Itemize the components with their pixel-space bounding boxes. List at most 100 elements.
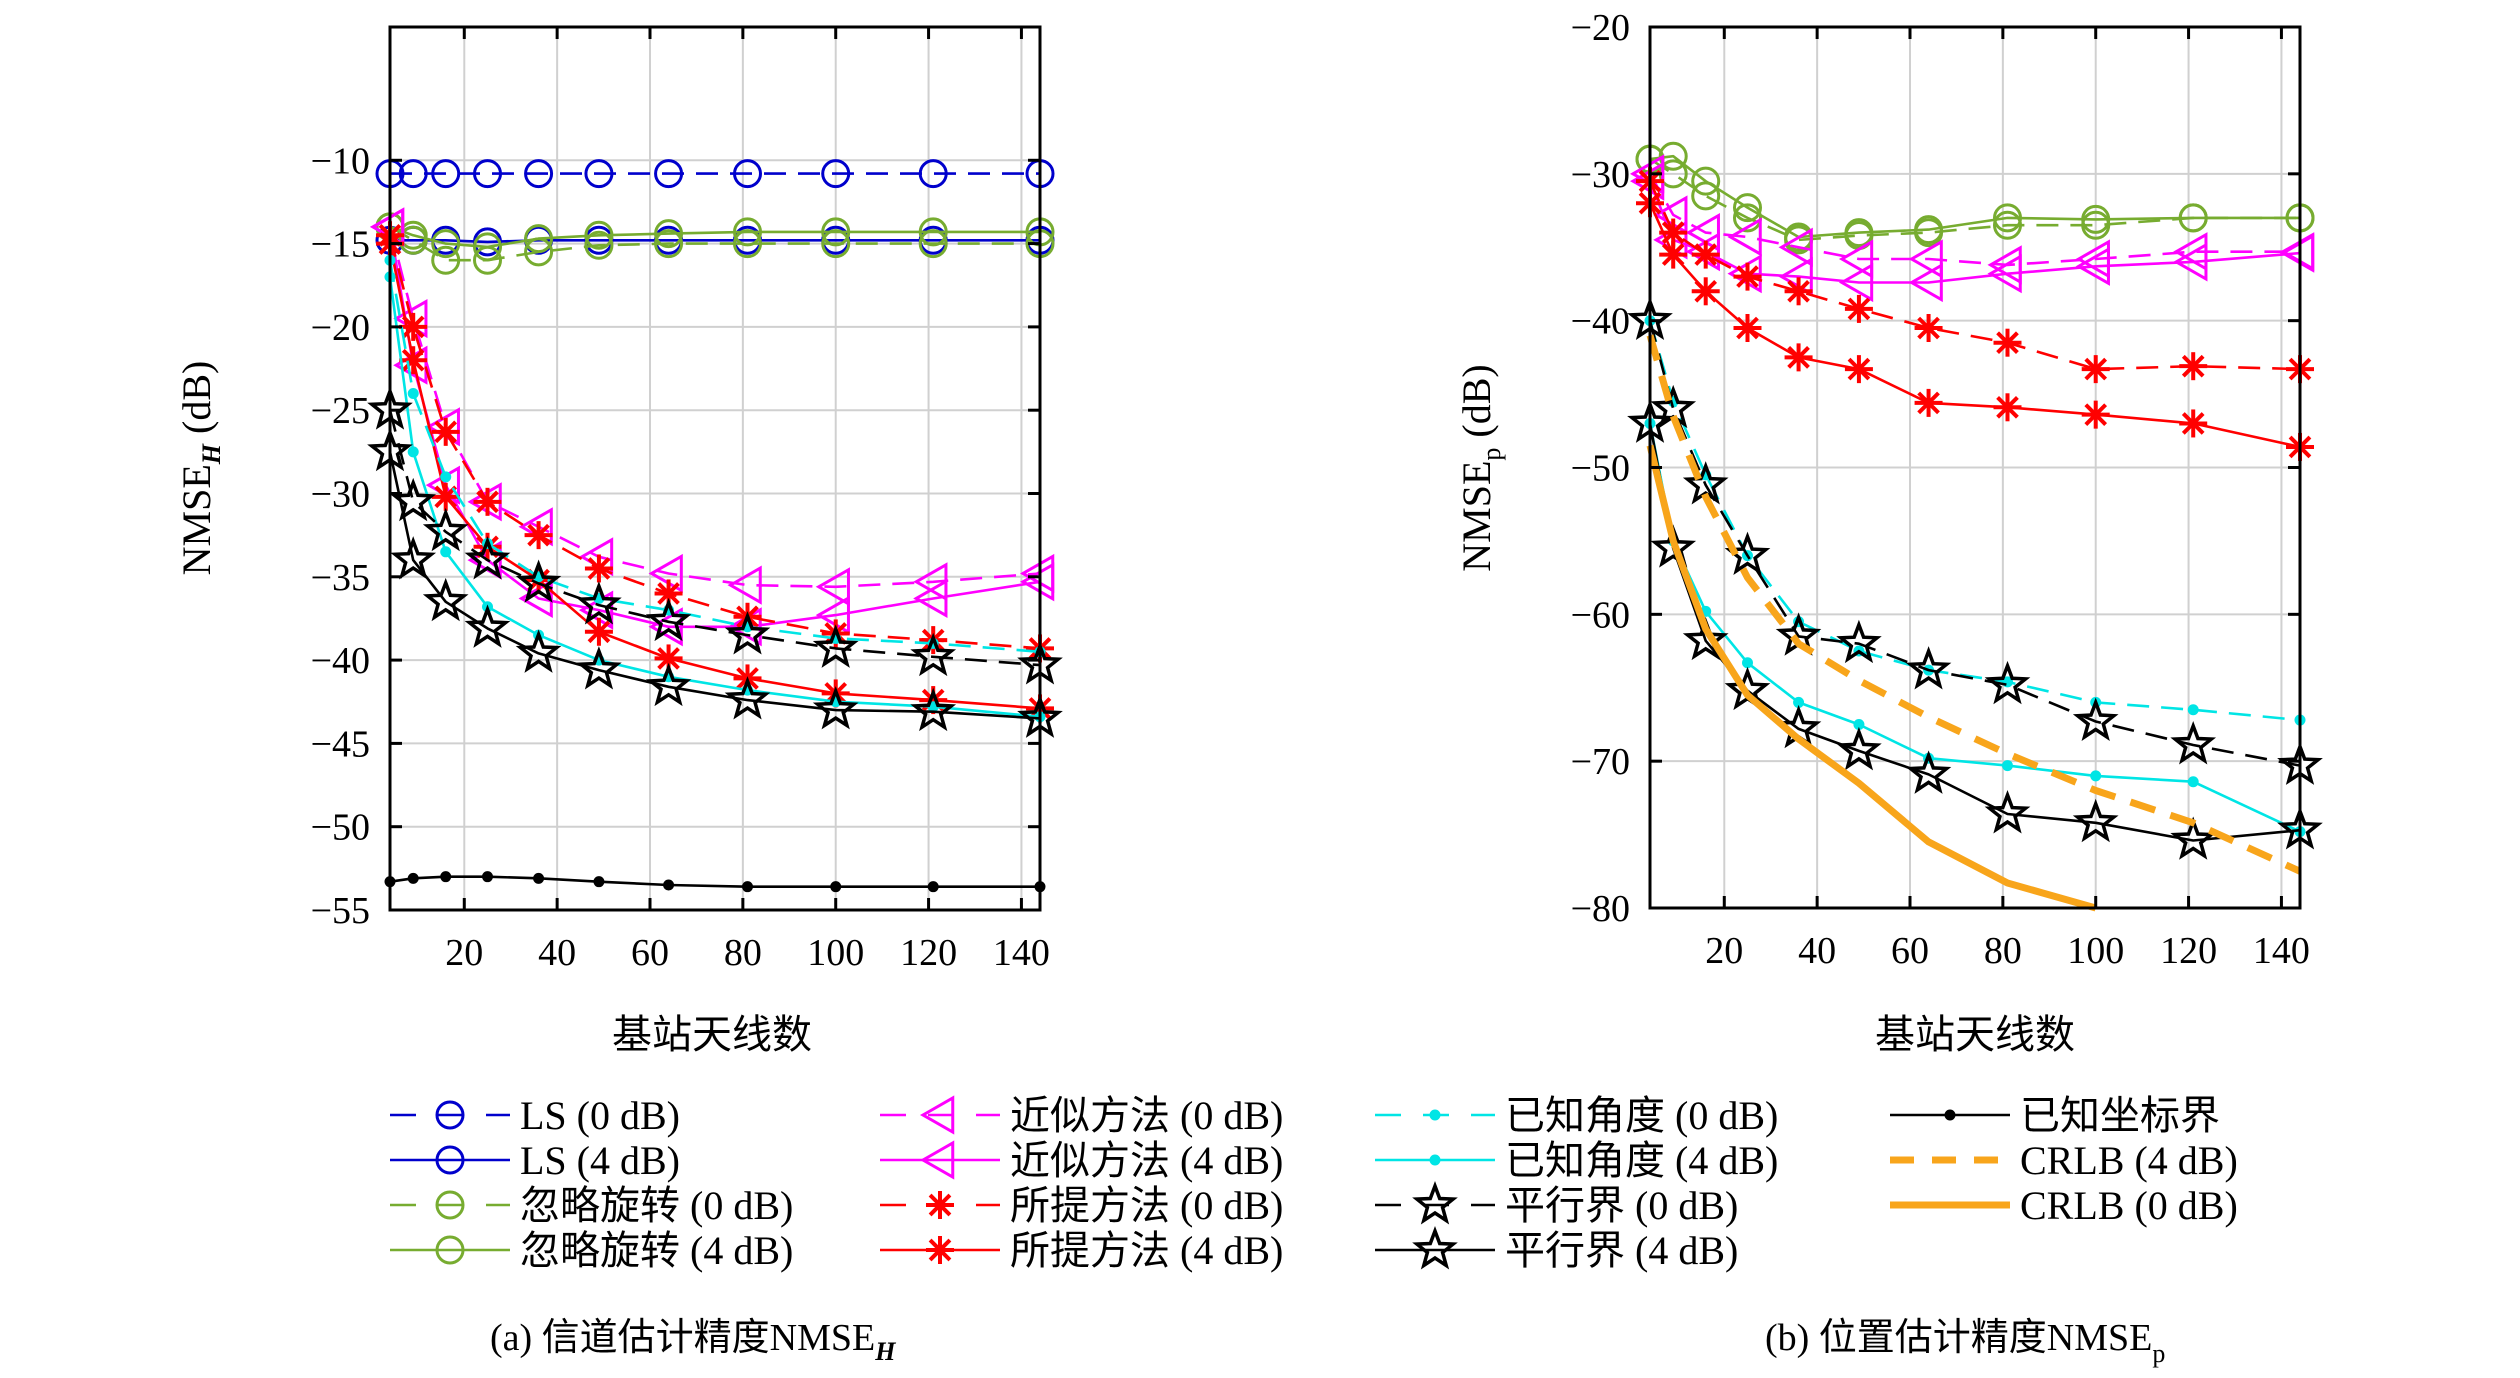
data-point <box>654 159 684 189</box>
panel-b-ylabel-main: NMSEp(dB) <box>1454 364 1506 571</box>
legend-label: LS (4 dB) <box>520 1138 680 1183</box>
data-point <box>724 611 771 655</box>
data-point <box>482 871 493 883</box>
panel-a-caption: (a) 信道估计精度NMSEH <box>490 1317 896 1366</box>
data-point <box>1685 232 1720 272</box>
data-point <box>2075 246 2110 286</box>
legend-marker <box>1412 1226 1458 1270</box>
legend-item: LS (4 dB) <box>390 1138 680 1183</box>
data-point <box>1778 257 1813 297</box>
legend-item: 近似方法 (4 dB) <box>880 1138 1283 1183</box>
panel-a-y-axis-label: NMSEH(dB) <box>174 361 226 576</box>
x-tick-label: 80 <box>1984 930 2022 972</box>
x-tick-label: 100 <box>807 932 864 974</box>
legend-item: CRLB (4 dB) <box>1890 1138 2238 1183</box>
data-point <box>2187 704 2199 716</box>
data-point <box>584 554 613 583</box>
data-point <box>1778 227 1813 267</box>
legend-marker <box>919 1140 955 1180</box>
data-point <box>1682 461 1729 505</box>
data-point <box>918 229 948 259</box>
y-tick-label: −45 <box>311 723 370 765</box>
legend-label: 近似方法 (4 dB) <box>1010 1138 1283 1183</box>
data-point <box>645 597 692 642</box>
data-point <box>1019 562 1055 602</box>
data-point <box>1984 789 2031 834</box>
series-近似方法--0-dB- <box>369 207 1055 607</box>
data-point <box>742 881 753 893</box>
legend-label: 近似方法 (0 dB) <box>1010 1093 1283 1138</box>
data-point <box>524 224 554 254</box>
x-tick-label: 120 <box>2160 930 2217 972</box>
data-point <box>1993 203 2022 233</box>
panel-a-channel-nmse: 20 40 60 80 100 120 140 −10 −15 −20 −25 −30 −35 −40 −4… <box>174 25 1063 1366</box>
legend-item: 所提方法 (4 dB) <box>880 1228 1283 1273</box>
series-近似方法--4-dB- <box>369 207 1055 647</box>
legend-label: 平行界 (0 dB) <box>1505 1183 1738 1228</box>
data-point <box>918 217 948 247</box>
y-tick-label: −50 <box>311 807 370 849</box>
data-point <box>2187 776 2199 788</box>
data-point <box>812 624 859 668</box>
data-point <box>2072 798 2119 843</box>
data-point <box>431 417 460 446</box>
data-point <box>407 446 419 458</box>
data-point <box>663 879 675 891</box>
data-point <box>584 230 614 260</box>
data-point <box>2178 203 2208 233</box>
series-line <box>388 451 1041 720</box>
series-CRLB--0-dB- <box>1646 444 2097 912</box>
data-point <box>2170 721 2217 765</box>
x-tick-label: 40 <box>538 932 576 974</box>
data-point <box>2081 400 2110 429</box>
legend-label: 忽略旋转 (0 dB) <box>520 1183 793 1228</box>
data-point <box>593 876 605 888</box>
legend-marker <box>435 1190 465 1220</box>
data-point <box>2081 204 2111 234</box>
data-point <box>2072 697 2119 741</box>
data-point <box>431 229 461 259</box>
data-point <box>1691 166 1721 196</box>
data-point <box>1733 262 1762 291</box>
data-point <box>431 482 460 511</box>
legend-label: LS (0 dB) <box>520 1093 680 1138</box>
data-point <box>1733 314 1762 343</box>
data-point <box>913 578 948 619</box>
data-point <box>1691 240 1720 269</box>
series-所提方法--4-dB- <box>376 229 1054 723</box>
data-point <box>1727 254 1762 294</box>
x-tick-label: 40 <box>1798 930 1836 972</box>
legend-marker <box>926 1191 954 1219</box>
data-point <box>1682 616 1729 661</box>
data-point <box>927 881 939 893</box>
legend: LS (0 dB)LS (4 dB)忽略旋转 (0 dB)忽略旋转 (4 dB)… <box>390 1093 2238 1273</box>
x-tick-label: 60 <box>1891 930 1929 972</box>
data-point <box>654 579 683 608</box>
legend-item: LS (0 dB) <box>390 1093 680 1138</box>
data-point <box>733 217 762 247</box>
legend-label: CRLB (0 dB) <box>2020 1183 2238 1228</box>
legend-item: 忽略旋转 (0 dB) <box>390 1183 793 1228</box>
legend-marker <box>435 1145 465 1175</box>
legend-label: 所提方法 (4 dB) <box>1010 1228 1283 1273</box>
legend-marker <box>435 1100 465 1130</box>
legend-item: 平行界 (4 dB) <box>1375 1226 1738 1273</box>
series-line <box>1648 423 2301 833</box>
panel-b-ticks: 20 40 60 80 100 120 140 −20 −30 −40 −50 −60 −70 −80 <box>1571 7 2310 972</box>
y-tick-label: −40 <box>311 640 370 682</box>
data-point <box>431 245 461 275</box>
data-point <box>1685 212 1720 253</box>
data-point <box>1836 619 1882 664</box>
panel-a-ticks: 20 40 60 80 100 120 140 −10 −15 −20 −25 −30 −35 −40 −4… <box>311 27 1050 974</box>
series-line <box>1648 423 2301 842</box>
series-CRLB--4-dB- <box>1646 334 2302 875</box>
data-point <box>533 872 545 884</box>
y-tick-label: −30 <box>1571 154 1630 196</box>
data-point <box>1659 240 1688 269</box>
ylabel-unit: (dB) <box>174 361 219 434</box>
data-point <box>918 159 948 189</box>
panel-b-caption-text: (b) 位置估计精度NMSE <box>1765 1317 2152 1359</box>
legend-marker <box>1429 1109 1441 1121</box>
data-point <box>727 565 762 605</box>
